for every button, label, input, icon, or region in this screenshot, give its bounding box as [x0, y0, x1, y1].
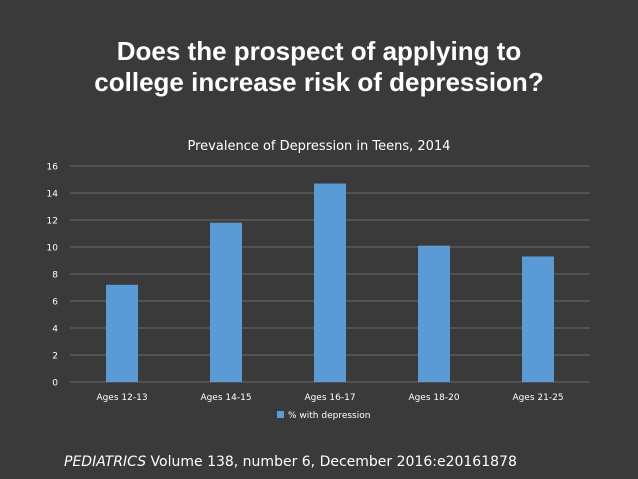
slide-title-line-1: Does the prospect of applying to	[116, 36, 522, 66]
bar-4	[418, 245, 450, 382]
slide-title-line-2: college increase risk of depression?	[94, 67, 544, 97]
y-tick-label: 12	[47, 217, 58, 227]
x-tick-label: Ages 18-20	[408, 393, 459, 403]
y-tick-label: 16	[47, 163, 59, 173]
x-tick-label: Ages 12-13	[96, 393, 147, 403]
bar-3	[314, 183, 346, 382]
y-tick-label: 4	[52, 325, 58, 335]
citation-journal: PEDIATRICS	[64, 454, 147, 470]
chart-title: Prevalence of Depression in Teens, 2014	[188, 139, 451, 154]
citation-details: Volume 138, number 6, December 2016:e201…	[146, 454, 517, 470]
x-tick-label: Ages 16-17	[304, 393, 355, 403]
y-tick-label: 0	[52, 379, 58, 389]
bar-2	[210, 222, 242, 382]
legend-swatch	[277, 411, 284, 418]
y-tick-label: 2	[52, 352, 58, 362]
y-tick-label: 8	[52, 271, 58, 281]
x-tick-label: Ages 21-25	[512, 393, 563, 403]
y-tick-label: 10	[47, 244, 59, 254]
slide-title: Does the prospect of applying to college…	[20, 36, 618, 98]
legend-label: % with depression	[288, 411, 370, 421]
y-tick-label: 6	[52, 298, 58, 308]
bar-1	[106, 284, 138, 382]
x-tick-label: Ages 14-15	[200, 393, 251, 403]
citation: PEDIATRICS Volume 138, number 6, Decembe…	[64, 454, 517, 470]
bar-5	[522, 256, 554, 382]
y-tick-label: 14	[47, 190, 59, 200]
